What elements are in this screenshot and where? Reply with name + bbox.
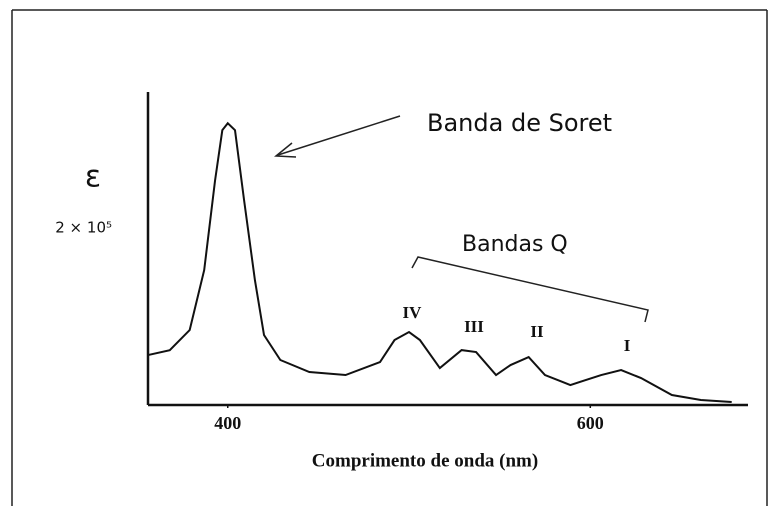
annotation: I (624, 336, 631, 355)
y-axis-label: ε (85, 160, 101, 195)
annotation: IV (403, 303, 423, 322)
soret-arrow (277, 115, 401, 156)
x-axis-label: Comprimento de onda (nm) (312, 450, 538, 471)
arrows (274, 115, 649, 323)
annotation: Banda de Soret (427, 109, 612, 137)
annotation: Bandas Q (462, 232, 568, 257)
x-tick-label: 600 (577, 413, 604, 433)
y-tick-label: 2 × 10⁵ (55, 219, 112, 237)
spectrum-line (147, 121, 732, 403)
q-bracket (411, 256, 649, 323)
annotation: II (530, 322, 544, 341)
frame (11, 9, 768, 506)
annotation: III (464, 317, 484, 336)
soret-arrow-head (274, 142, 297, 158)
x-tick-label: 400 (214, 413, 241, 433)
